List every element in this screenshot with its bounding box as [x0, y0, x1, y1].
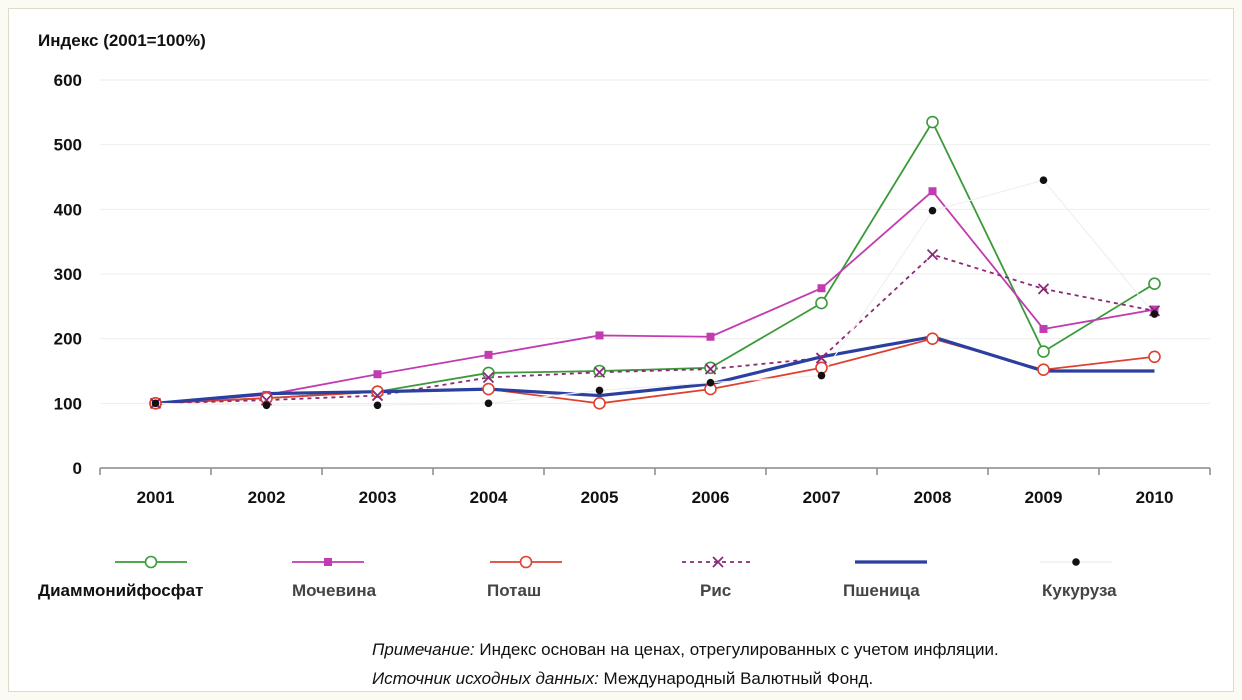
- series-2-point: [482, 382, 495, 396]
- series-3-point: [704, 363, 717, 375]
- series-5-point: [1039, 176, 1048, 185]
- series-1-point: [706, 332, 715, 341]
- series-1-point: [484, 350, 493, 359]
- series-3-point: [1037, 283, 1050, 295]
- y-tick-label: 600: [54, 71, 82, 90]
- series-5-point: [595, 386, 604, 395]
- y-tick-label: 300: [54, 265, 82, 284]
- x-tick-label: 2004: [470, 488, 508, 507]
- source-text: Международный Валютный Фонд.: [598, 669, 874, 688]
- y-tick-label: 200: [54, 330, 82, 349]
- series-5-point: [1150, 310, 1159, 318]
- series-2-point: [815, 361, 828, 375]
- series-3-point: [371, 389, 384, 402]
- series-0-point: [815, 296, 828, 310]
- legend-label-urea: Мочевина: [292, 581, 377, 600]
- series-5-point: [484, 399, 493, 408]
- x-tick-label: 2001: [137, 488, 175, 507]
- series-3-point: [815, 352, 828, 364]
- y-axis-label: Индекс (2001=100%): [38, 31, 206, 50]
- series-1-point: [1039, 324, 1048, 333]
- series-3-point: [482, 371, 495, 384]
- series-5-point: [262, 401, 271, 410]
- note-line: Примечание: Индекс основан на ценах, отр…: [372, 640, 999, 660]
- series-0-point: [926, 115, 939, 129]
- legend-label-dap: Диаммонийфосфат: [38, 581, 204, 600]
- series-0-point: [593, 364, 606, 378]
- y-tick-label: 400: [54, 200, 82, 219]
- x-tick-label: 2009: [1025, 488, 1063, 507]
- x-tick-label: 2006: [692, 488, 730, 507]
- series-2-point: [926, 332, 939, 345]
- series-5-point: [706, 378, 715, 387]
- series-5-point: [373, 401, 382, 410]
- legend-label-corn: Кукуруза: [1042, 581, 1117, 600]
- series-5-point: [817, 371, 826, 380]
- series-2-point: [1148, 350, 1161, 364]
- legend-swatch-marker: [144, 555, 158, 569]
- series-3-point: [260, 394, 273, 406]
- legend-swatch-marker: [712, 556, 724, 568]
- series-5-connector: [155, 179, 1155, 406]
- x-tick-label: 2003: [359, 488, 397, 507]
- series-1-point: [595, 331, 604, 340]
- series-1-point: [817, 284, 826, 293]
- series-1-line: [155, 189, 1155, 405]
- x-tick-label: 2008: [914, 488, 952, 507]
- legend-swatch-marker: [324, 558, 332, 566]
- y-tick-label: 0: [73, 459, 82, 478]
- chart-frame: [8, 8, 1234, 692]
- note-label: Примечание:: [372, 640, 475, 659]
- series-5-point: [928, 206, 937, 215]
- series-3-line: [155, 253, 1155, 405]
- x-tick-label: 2010: [1136, 488, 1174, 507]
- y-tick-label: 500: [54, 136, 82, 155]
- series-0-point: [1148, 277, 1161, 291]
- series-2-point: [371, 385, 384, 398]
- series-3-point: [926, 248, 939, 261]
- legend-swatch-marker: [519, 555, 533, 569]
- y-tick-label: 100: [54, 394, 82, 413]
- series-5-point: [151, 399, 160, 408]
- x-tick-label: 2002: [248, 488, 286, 507]
- series-3-point: [593, 366, 606, 378]
- series-0-line: [155, 120, 1155, 405]
- legend-swatch-marker: [1072, 558, 1080, 566]
- legend-label-potash: Поташ: [487, 581, 542, 600]
- series-0-point: [704, 361, 717, 375]
- x-tick-label: 2005: [581, 488, 619, 507]
- series-0-point: [1037, 345, 1050, 358]
- legend-label-wheat: Пшеница: [843, 581, 920, 600]
- series-1-point: [928, 187, 937, 196]
- source-label: Источник исходных данных:: [372, 669, 599, 688]
- source-line: Источник исходных данных: Международный …: [372, 669, 873, 689]
- series-1-point: [1150, 305, 1159, 314]
- legend-label-rice: Рис: [700, 581, 732, 600]
- series-2-point: [593, 397, 606, 410]
- series-2-point: [1037, 363, 1050, 377]
- x-tick-label: 2007: [803, 488, 841, 507]
- note-text: Индекс основан на ценах, отрегулированны…: [474, 640, 999, 659]
- series-1-point: [373, 370, 382, 379]
- series-4-line: [155, 335, 1155, 405]
